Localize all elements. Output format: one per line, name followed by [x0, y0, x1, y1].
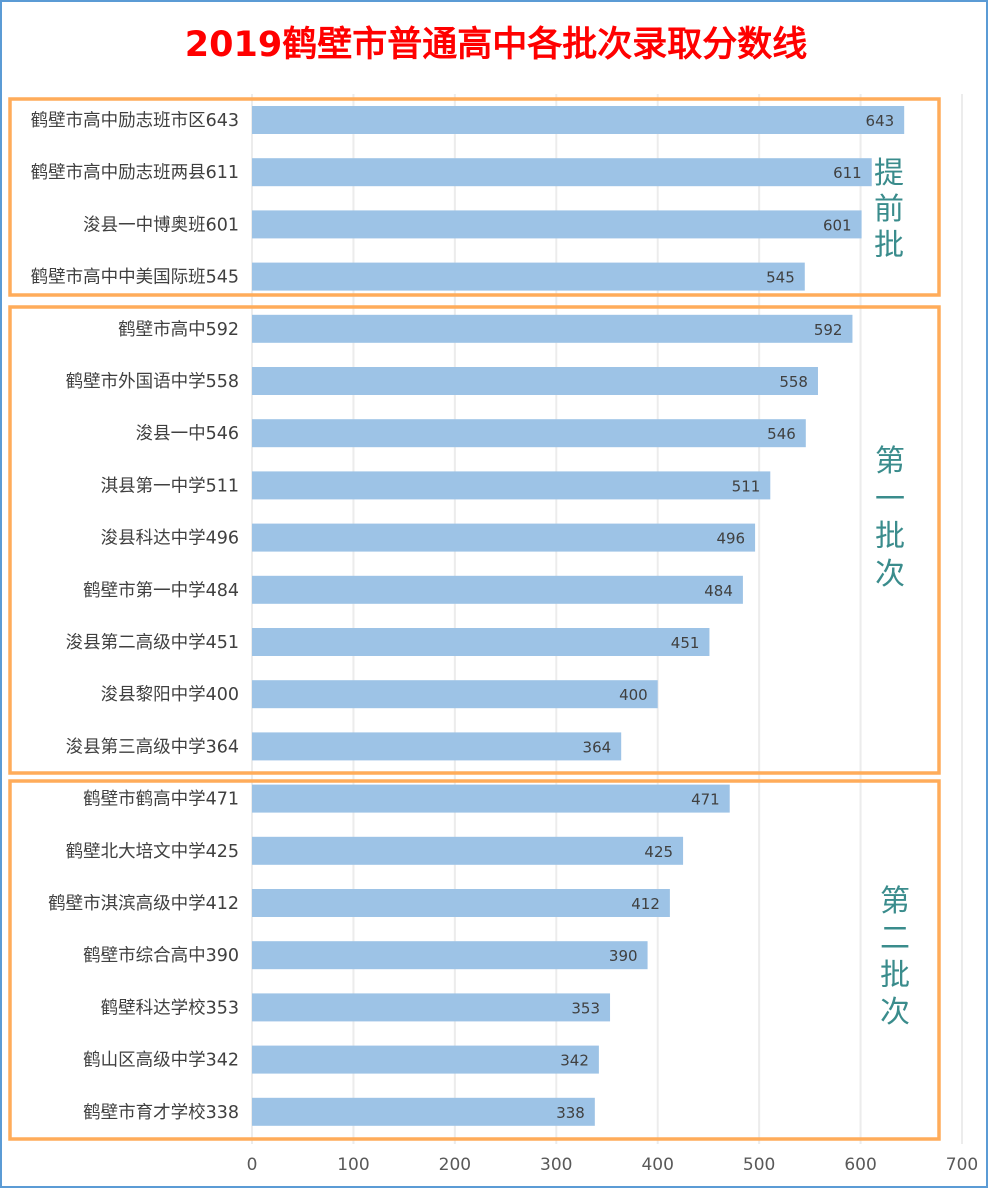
bar — [252, 836, 684, 865]
x-tick-label: 300 — [540, 1155, 572, 1175]
data-label: 484 — [704, 582, 733, 600]
data-label: 425 — [644, 843, 673, 861]
data-label: 611 — [833, 164, 862, 182]
bar — [252, 993, 611, 1022]
x-tick-label: 500 — [743, 1155, 775, 1175]
x-tick-label: 600 — [844, 1155, 876, 1175]
bar — [252, 732, 622, 761]
category-label: 浚县黎阳中学400 — [101, 685, 239, 705]
category-label: 鹤壁科达学校353 — [101, 998, 239, 1018]
category-label: 鹤壁市外国语中学558 — [66, 372, 239, 392]
category-label: 鹤壁市高中励志班两县611 — [31, 163, 239, 183]
category-label: 鹤壁市高中励志班市区643 — [31, 111, 239, 131]
bar — [252, 889, 670, 917]
bar — [252, 314, 853, 343]
category-label: 鹤山区高级中学342 — [83, 1051, 239, 1071]
group-box — [8, 97, 941, 297]
category-label: 淇县第一中学511 — [101, 476, 239, 496]
data-label: 451 — [671, 634, 700, 652]
bar — [252, 262, 805, 291]
x-tick-label: 100 — [337, 1155, 369, 1175]
category-label: 浚县科达中学496 — [101, 529, 239, 549]
chart-title: 2019鹤壁市普通高中各批次录取分数线 — [184, 25, 808, 65]
data-label: 558 — [779, 373, 808, 391]
category-label: 浚县一中546 — [136, 424, 239, 444]
bar — [252, 419, 806, 448]
x-tick-label: 200 — [439, 1155, 471, 1175]
data-label: 390 — [609, 947, 638, 965]
bar — [252, 106, 905, 134]
data-label: 412 — [631, 895, 660, 913]
data-label: 511 — [732, 477, 761, 495]
data-label: 400 — [619, 686, 648, 704]
category-label: 鹤壁市淇滨高级中学412 — [48, 894, 239, 914]
data-label: 471 — [691, 791, 720, 809]
category-label: 浚县一中博奥班601 — [83, 215, 239, 235]
bar — [252, 367, 818, 395]
x-tick-label: 700 — [946, 1155, 978, 1175]
category-label: 鹤壁市育才学校338 — [83, 1103, 239, 1123]
data-label: 338 — [556, 1104, 585, 1122]
x-tick-label: 0 — [247, 1155, 258, 1175]
bar — [252, 523, 756, 552]
bar — [252, 680, 658, 709]
category-label: 浚县第三高级中学364 — [66, 737, 239, 757]
data-label: 496 — [716, 530, 745, 548]
group-box — [8, 305, 941, 775]
bar — [252, 628, 710, 656]
category-label: 鹤壁市高中592 — [118, 320, 239, 340]
category-label: 鹤壁市综合高中390 — [83, 946, 239, 966]
data-label: 364 — [583, 738, 612, 756]
bar — [252, 210, 862, 239]
x-tick-label: 400 — [641, 1155, 673, 1175]
group-label-first-batch: 第一批次 — [875, 444, 905, 592]
bar — [252, 471, 771, 500]
group-box — [8, 779, 941, 1141]
data-label: 353 — [571, 999, 600, 1017]
bar — [252, 1045, 599, 1074]
category-label: 鹤壁市高中中美国际班545 — [31, 268, 239, 288]
data-label: 643 — [866, 112, 895, 130]
category-label: 鹤壁北大培文中学425 — [66, 842, 239, 862]
group-label-early-batch: 提前批 — [874, 156, 904, 263]
data-label: 545 — [766, 269, 795, 287]
category-label: 鹤壁市鹤高中学471 — [83, 790, 239, 810]
category-label: 浚县第二高级中学451 — [66, 633, 239, 653]
bar — [252, 941, 648, 970]
bar — [252, 1097, 595, 1126]
data-label: 601 — [823, 216, 852, 234]
data-label: 342 — [560, 1052, 589, 1070]
data-label: 592 — [814, 321, 843, 339]
data-label: 546 — [767, 425, 796, 443]
bar — [252, 158, 872, 187]
group-label-second-batch: 第二批次 — [880, 884, 910, 1030]
category-label: 鹤壁市第一中学484 — [83, 581, 239, 601]
bar — [252, 575, 743, 604]
bar — [252, 784, 730, 813]
